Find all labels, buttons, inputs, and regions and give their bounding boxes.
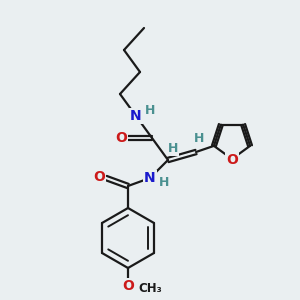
Text: O: O <box>226 153 238 167</box>
Text: O: O <box>93 170 105 184</box>
Text: H: H <box>159 176 169 190</box>
Text: O: O <box>115 131 127 145</box>
Text: H: H <box>194 133 204 146</box>
Text: N: N <box>130 109 142 123</box>
Text: N: N <box>144 171 156 185</box>
Text: CH₃: CH₃ <box>138 281 162 295</box>
Text: H: H <box>168 142 178 154</box>
Text: O: O <box>122 279 134 293</box>
Text: H: H <box>145 104 155 118</box>
